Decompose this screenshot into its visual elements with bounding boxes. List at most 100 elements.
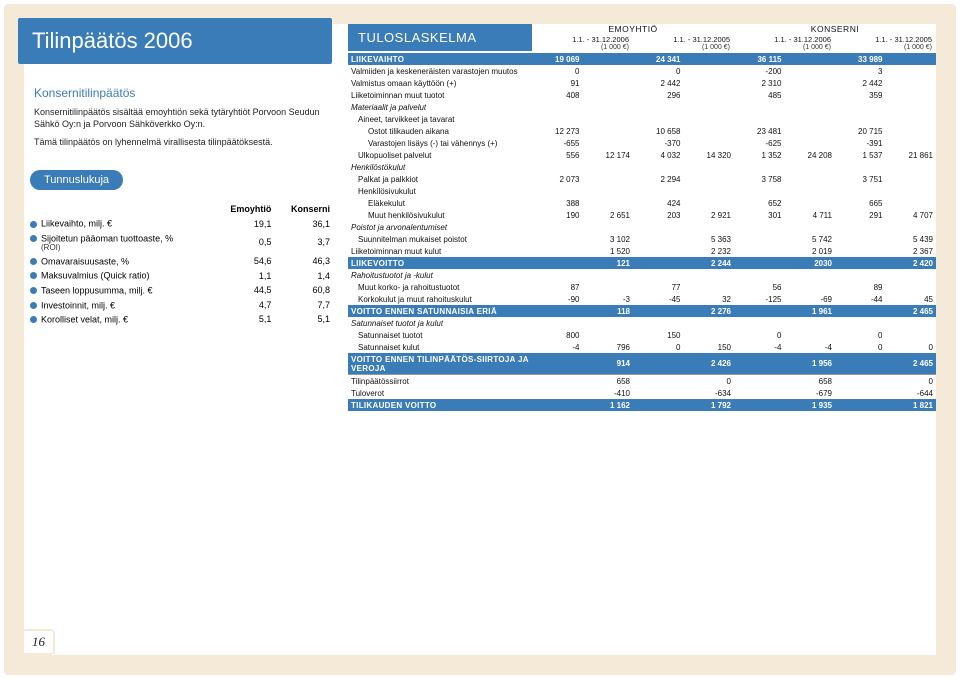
- is-cell: [684, 197, 735, 209]
- is-cell: [886, 197, 937, 209]
- is-cell: -634: [684, 387, 735, 399]
- is-row-label: LIIKEVAIHTO: [348, 53, 532, 65]
- is-cell: [886, 65, 937, 77]
- is-cell: [835, 245, 886, 257]
- is-cell: [785, 269, 836, 281]
- kpi-row: Omavaraisuusaste, %54,646,3: [26, 254, 334, 269]
- is-cell: [633, 233, 684, 245]
- is-cell: -44: [835, 293, 886, 305]
- kpi-value-emoyhtio: 5,1: [214, 312, 275, 327]
- is-cell: [633, 387, 684, 399]
- income-statement: TULOSLASKELMA EMOYHTIÖ KONSERNI 1.1. - 3…: [348, 24, 936, 411]
- is-cell: 0: [734, 329, 785, 341]
- is-row-label: Aineet, tarvikkeet ja tavarat: [348, 113, 532, 125]
- is-cell: [734, 353, 785, 375]
- is-row-label: LIIKEVOITTO: [348, 257, 532, 269]
- kpi-pill: Tunnuslukuja: [30, 170, 123, 190]
- is-cell: [532, 245, 583, 257]
- is-cell: 4 711: [785, 209, 836, 221]
- is-cell: 2030: [785, 257, 836, 269]
- is-cell: [785, 137, 836, 149]
- kpi-header-konserni: Konserni: [275, 202, 334, 216]
- is-row: LIIKEVOITTO1212 24420302 420: [348, 257, 936, 269]
- is-cell: [633, 245, 684, 257]
- is-row-label: Satunnaiset tuotot ja kulut: [348, 317, 532, 329]
- is-cell: [684, 65, 735, 77]
- is-cell: [684, 89, 735, 101]
- is-cell: 800: [532, 329, 583, 341]
- is-row: Varastojen lisäys (-) tai vähennys (+)-6…: [348, 137, 936, 149]
- is-cell: 121: [583, 257, 634, 269]
- is-cell: 2 465: [886, 305, 937, 317]
- is-cell: [633, 317, 684, 329]
- is-cell: 2 442: [835, 77, 886, 89]
- is-cell: 0: [633, 65, 684, 77]
- is-cell: 1 956: [785, 353, 836, 375]
- is-cell: -69: [785, 293, 836, 305]
- is-cell: [785, 125, 836, 137]
- is-cell: [734, 387, 785, 399]
- is-cell: [532, 101, 583, 113]
- is-cell: [734, 101, 785, 113]
- is-cell: [583, 65, 634, 77]
- bullet-icon: [30, 235, 37, 242]
- is-cell: 0: [684, 375, 735, 388]
- is-cell: -45: [633, 293, 684, 305]
- is-row-label: Palkat ja palkkiot: [348, 173, 532, 185]
- is-cell: 1 352: [734, 149, 785, 161]
- is-cell: [583, 317, 634, 329]
- bullet-icon: [30, 316, 37, 323]
- is-row-label: Tilinpäätössiirrot: [348, 375, 532, 388]
- is-cell: [633, 113, 684, 125]
- is-cell: [633, 221, 684, 233]
- is-cell: [583, 221, 634, 233]
- is-cell: [583, 281, 634, 293]
- is-row: Valmiiden ja keskeneräisten varastojen m…: [348, 65, 936, 77]
- kpi-row: Sijoitetun pääoman tuottoaste, %(ROI)0,5…: [26, 231, 334, 254]
- kpi-value-konserni: 7,7: [275, 298, 334, 313]
- is-title: TULOSLASKELMA: [348, 24, 532, 51]
- bullet-icon: [30, 287, 37, 294]
- kpi-row: Taseen loppusumma, milj. €44,560,8: [26, 283, 334, 298]
- is-cell: 0: [835, 329, 886, 341]
- kpi-table: Emoyhtiö Konserni Liikevaihto, milj. €19…: [26, 202, 334, 326]
- is-cell: 665: [835, 197, 886, 209]
- is-row: Satunnaiset tuotot ja kulut: [348, 317, 936, 329]
- is-cell: 150: [684, 341, 735, 353]
- intro-para-1: Konsernitilinpäätös sisältää emoyhtiön s…: [34, 106, 332, 130]
- kpi-value-konserni: 60,8: [275, 283, 334, 298]
- is-cell: [886, 173, 937, 185]
- is-cell: [532, 185, 583, 197]
- is-row-label: Ulkopuoliset palvelut: [348, 149, 532, 161]
- kpi-row: Korolliset velat, milj. €5,15,1: [26, 312, 334, 327]
- is-cell: 359: [835, 89, 886, 101]
- is-cell: 296: [633, 89, 684, 101]
- is-cell: 2 367: [886, 245, 937, 257]
- is-cell: [532, 113, 583, 125]
- is-cell: -679: [785, 387, 836, 399]
- is-cell: [835, 317, 886, 329]
- is-cell: [734, 305, 785, 317]
- is-cell: 556: [532, 149, 583, 161]
- is-cell: [886, 317, 937, 329]
- is-cell: [583, 125, 634, 137]
- is-cell: 4 032: [633, 149, 684, 161]
- is-row-label: Henkilösivukulut: [348, 185, 532, 197]
- intro-para-2: Tämä tilinpäätös on lyhennelmä virallise…: [34, 136, 332, 148]
- is-cell: 1 520: [583, 245, 634, 257]
- kpi-label: Taseen loppusumma, milj. €: [41, 286, 153, 296]
- is-cell: [734, 113, 785, 125]
- is-cell: [734, 185, 785, 197]
- content-area: Tilinpäätös 2006 Konsernitilinpäätös Kon…: [24, 24, 936, 655]
- is-cell: 150: [633, 329, 684, 341]
- is-cell: [886, 185, 937, 197]
- is-cell: [886, 101, 937, 113]
- is-cell: [684, 185, 735, 197]
- is-row: Tilinpäätössiirrot65806580: [348, 375, 936, 388]
- is-cell: [583, 329, 634, 341]
- is-cell: [583, 197, 634, 209]
- is-cell: [583, 269, 634, 281]
- is-cell: 3 751: [835, 173, 886, 185]
- is-cell: [583, 161, 634, 173]
- is-cell: 2 426: [684, 353, 735, 375]
